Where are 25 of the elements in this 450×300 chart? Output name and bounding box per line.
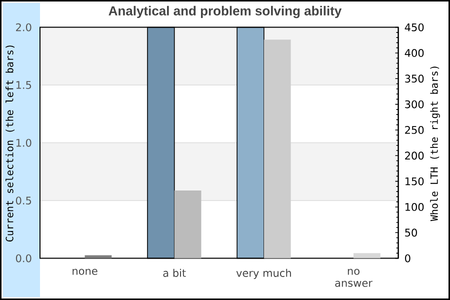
y-tick-label: 0.5 <box>16 196 32 205</box>
x-tick-label: a bit <box>163 268 186 277</box>
bar <box>174 190 202 258</box>
y2-tick-label: 150 <box>405 177 424 186</box>
y2-tick-label: 350 <box>405 74 424 83</box>
bar <box>84 255 112 258</box>
y2-tick-label: 100 <box>405 202 424 211</box>
y2-tick-label: 300 <box>405 100 424 108</box>
y-tick-label: 1.0 <box>16 138 32 147</box>
y2-tick-label: 450 <box>404 23 424 32</box>
y-tick-label: 0.0 <box>16 254 32 262</box>
y-tick-label: 1.5 <box>16 81 32 89</box>
y2-tick-label: 0 <box>405 254 410 262</box>
y2-tick-label: 50 <box>405 228 417 237</box>
y-tick-label: 2.0 <box>16 23 32 32</box>
chart-title: Analytical and problem solving ability <box>108 6 342 18</box>
x-tick-label: very much <box>236 268 291 279</box>
y2-axis-title: Whole LTH (the right bars) <box>430 66 440 222</box>
y2-tick-label: 250 <box>405 126 424 134</box>
x-tick-label: no answer <box>335 268 372 287</box>
y2-tick-label: 400 <box>404 48 424 57</box>
bar <box>354 253 380 258</box>
y-axis-title: Current selection (the left bars) <box>6 46 14 242</box>
x-tick-label: none <box>72 268 98 275</box>
y2-tick-label: 200 <box>405 152 424 160</box>
